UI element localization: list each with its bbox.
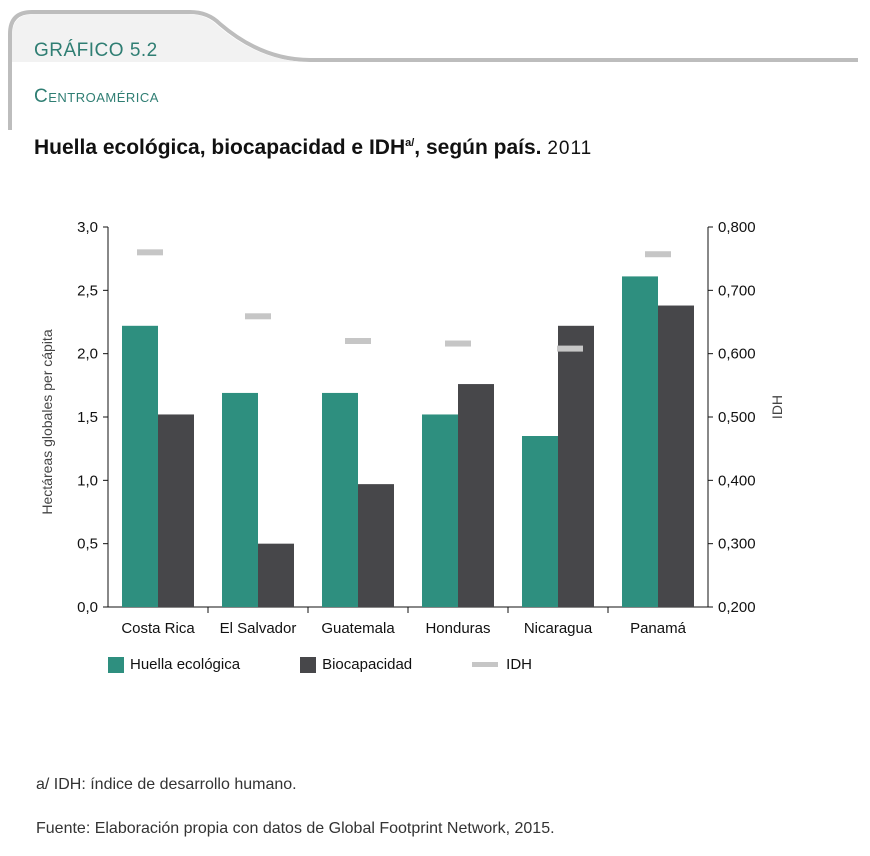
marker-idh bbox=[645, 251, 671, 258]
bar-biocapacidad bbox=[358, 484, 394, 607]
figure-label: GRÁFICO 5.2 bbox=[34, 40, 158, 61]
legend-label-biocapacidad: Biocapacidad bbox=[322, 656, 413, 673]
y-tick-label-left: 1,0 bbox=[77, 472, 98, 489]
legend-swatch-huella bbox=[108, 656, 124, 673]
y-tick-label-right: 0,300 bbox=[718, 536, 756, 553]
y-tick-label-left: 3,0 bbox=[77, 219, 98, 236]
chart-legend: Huella ecológica Biocapacidad IDH bbox=[108, 656, 592, 673]
y-axis-title-left: Hectáreas globales per cápita bbox=[39, 329, 55, 514]
bar-biocapacidad bbox=[258, 543, 294, 607]
bar-biocapacidad bbox=[158, 414, 194, 607]
marker-idh bbox=[245, 313, 271, 320]
y-tick-label-left: 0,0 bbox=[77, 599, 98, 616]
legend-item-huella: Huella ecológica bbox=[108, 656, 240, 673]
legend-swatch-idh bbox=[472, 662, 499, 667]
figure-tab-decoration bbox=[8, 10, 858, 130]
bar-huella-ecologica bbox=[622, 276, 658, 607]
y-tick-label-right: 0,500 bbox=[718, 409, 756, 426]
x-tick-label: Panamá bbox=[630, 620, 687, 637]
marker-idh bbox=[445, 340, 471, 347]
legend-item-idh: IDH bbox=[472, 656, 532, 673]
y-axis-title-right: IDH bbox=[769, 395, 785, 419]
bar-biocapacidad bbox=[458, 384, 494, 607]
x-tick-label: Nicaragua bbox=[524, 620, 593, 637]
chart-title-year: 2011 bbox=[547, 138, 593, 159]
y-tick-label-left: 0,5 bbox=[77, 536, 98, 553]
legend-label-huella: Huella ecológica bbox=[130, 656, 241, 673]
y-tick-label-right: 0,200 bbox=[718, 599, 756, 616]
legend-label-idh: IDH bbox=[506, 656, 532, 673]
marker-idh bbox=[137, 249, 163, 256]
bar-huella-ecologica bbox=[522, 436, 558, 607]
x-tick-label: Guatemala bbox=[321, 620, 395, 637]
bar-huella-ecologica bbox=[122, 325, 158, 607]
y-tick-label-right: 0,800 bbox=[718, 219, 756, 236]
footnote: a/ IDH: índice de desarrollo humano. bbox=[36, 776, 297, 793]
y-tick-label-right: 0,400 bbox=[718, 472, 756, 489]
bar-biocapacidad bbox=[558, 325, 594, 607]
marker-idh bbox=[345, 338, 371, 344]
bar-biocapacidad bbox=[658, 305, 694, 607]
chart-title-main: Huella ecológica, biocapacidad e IDH bbox=[34, 136, 406, 159]
region-label: Centroamérica bbox=[34, 86, 159, 107]
legend-swatch-biocapacidad bbox=[300, 656, 317, 673]
chart-title: Huella ecológica, biocapacidad e IDHa/, … bbox=[34, 136, 592, 160]
chart-title-footnote-marker: a/ bbox=[405, 137, 415, 149]
bar-huella-ecologica bbox=[222, 392, 258, 607]
x-tick-label: Costa Rica bbox=[121, 620, 195, 637]
y-tick-label-left: 1,5 bbox=[77, 409, 98, 426]
legend-item-biocapacidad: Biocapacidad bbox=[300, 656, 412, 673]
y-tick-label-right: 0,700 bbox=[718, 282, 756, 299]
chart-title-rest: , según país. bbox=[414, 136, 542, 159]
chart-canvas: 0,0 0,5 1,0 1,5 2,0 2,5 3,0 0,200 0,300 0,400 0,50… bbox=[39, 219, 785, 637]
source-note: Fuente: Elaboración propia con datos de … bbox=[36, 820, 555, 837]
x-tick-label: El Salvador bbox=[220, 620, 297, 637]
bar-huella-ecologica bbox=[322, 392, 358, 607]
y-tick-label-right: 0,600 bbox=[718, 346, 756, 363]
y-tick-label-left: 2,5 bbox=[77, 282, 98, 299]
marker-idh bbox=[557, 345, 583, 352]
y-tick-label-left: 2,0 bbox=[77, 346, 98, 363]
x-tick-label: Honduras bbox=[425, 620, 490, 637]
bar-huella-ecologica bbox=[422, 414, 458, 607]
